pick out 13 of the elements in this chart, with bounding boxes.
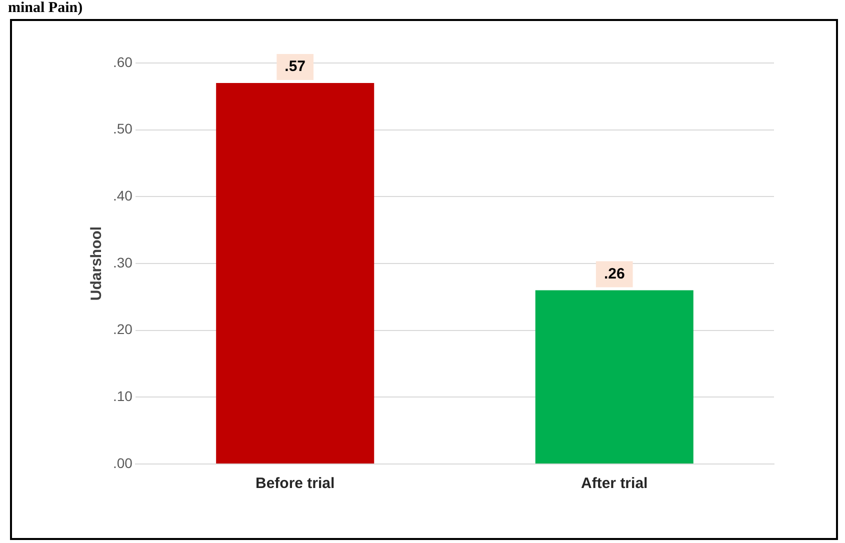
y-tick-label: .50 bbox=[112, 120, 133, 137]
y-tick-label: .10 bbox=[112, 388, 133, 404]
y-tick-label: .20 bbox=[112, 321, 133, 338]
data-label: .26 bbox=[604, 265, 625, 282]
y-tick-label: .40 bbox=[112, 188, 133, 204]
data-label: .57 bbox=[284, 58, 306, 76]
x-tick-label: Before trial bbox=[255, 475, 335, 492]
y-tick-label: .60 bbox=[112, 54, 133, 70]
text: minal Pain) bbox=[8, 0, 83, 17]
y-axis-title: Udarshool bbox=[88, 226, 106, 301]
y-tick-label: .00 bbox=[112, 454, 133, 471]
y-tick-label: .30 bbox=[112, 254, 133, 270]
x-tick-label: After trial bbox=[581, 475, 648, 492]
